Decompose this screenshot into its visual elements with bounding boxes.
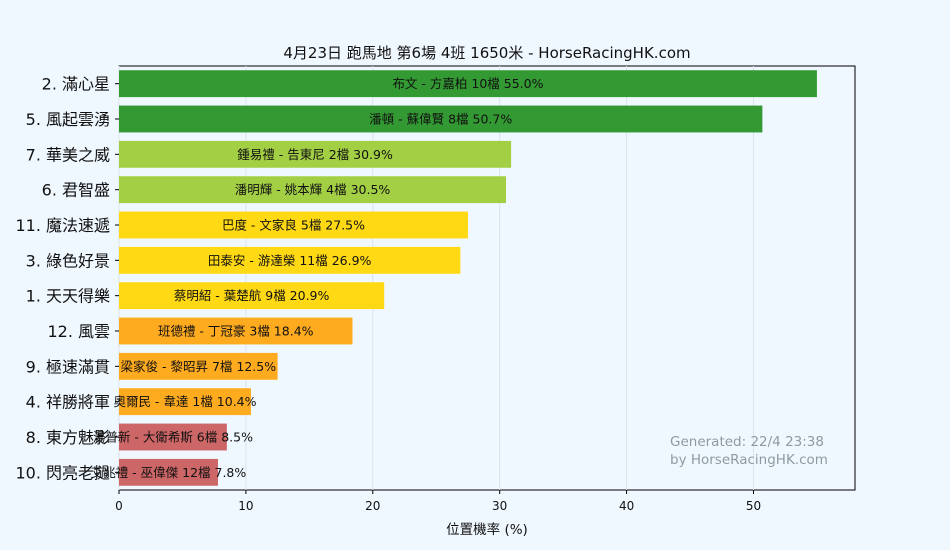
x-tick-label: 0: [115, 499, 123, 513]
bar: [119, 317, 353, 345]
x-tick-label: 50: [746, 499, 761, 513]
bar-data-label: 布文 - 方嘉柏 10檔 55.0%: [392, 76, 543, 91]
horse-label: 12. 風雲: [47, 322, 110, 341]
x-tick-label: 20: [365, 499, 380, 513]
bar-data-label: 艾兆禮 - 巫偉傑 12檔 7.8%: [91, 465, 247, 480]
horse-label: 11. 魔法速遞: [15, 216, 110, 235]
bar: [119, 352, 278, 380]
horse-label: 7. 華美之威: [26, 145, 110, 164]
bar-data-label: 潘明輝 - 姚本輝 4檔 30.5%: [235, 182, 391, 197]
chart-title: 4月23日 跑馬地 第6場 4班 1650米 - HorseRacingHK.c…: [283, 44, 690, 62]
bar: [119, 388, 251, 416]
horse-label: 1. 天天得樂: [26, 287, 110, 306]
bar: [119, 105, 763, 133]
bar: [119, 458, 218, 486]
bars-group: 2. 滿心星 布文 - 方嘉柏 10檔 55.0% 5. 風起雲湧 潘頓 - 蘇偉賢 …: [15, 70, 817, 486]
bar: [119, 282, 385, 310]
bar-data-label: 梁家俊 - 黎昭昇 7檔 12.5%: [121, 359, 277, 374]
plot-area: [118, 65, 856, 491]
horse-label: 4. 祥勝將軍: [26, 393, 110, 412]
bar: [119, 211, 468, 239]
horse-label: 5. 風起雲湧: [26, 110, 110, 129]
bar: [119, 140, 512, 168]
horse-label: 6. 君智盛: [42, 181, 110, 200]
bar-data-label: 巴度 - 文家良 5檔 27.5%: [222, 218, 365, 233]
x-axis: 0 10 20 30 40 50: [115, 490, 761, 513]
bar-data-label: 蔡明紹 - 葉楚航 9檔 20.9%: [174, 288, 330, 303]
generated-note: Generated: 22/4 23:38: [670, 434, 824, 450]
x-tick-label: 40: [619, 499, 634, 513]
bar-data-label: 潘頓 - 蘇偉賢 8檔 50.7%: [369, 112, 512, 127]
bar: [119, 423, 227, 451]
x-axis-label: 位置機率 (%): [446, 521, 528, 538]
bar-data-label: 湯普新 - 大衛希斯 6檔 8.5%: [93, 430, 253, 445]
bar: [119, 70, 817, 98]
bar: [119, 246, 461, 274]
generated-by-note: by HorseRacingHK.com: [670, 452, 828, 468]
x-tick-label: 30: [492, 499, 507, 513]
x-tick-label: 10: [238, 499, 253, 513]
bar-data-label: 田泰安 - 游達榮 11檔 26.9%: [208, 253, 372, 268]
bar: [119, 176, 507, 204]
bar-data-label: 班德禮 - 丁冠豪 3檔 18.4%: [158, 324, 314, 339]
horse-label: 10. 閃亮老撾: [15, 463, 110, 482]
horse-label: 2. 滿心星: [42, 75, 110, 94]
horse-label: 8. 東方魅影: [26, 428, 110, 447]
horse-label: 3. 綠色好景: [26, 251, 110, 270]
horse-label: 9. 極速滿貫: [26, 357, 110, 376]
bar-data-label: 鍾易禮 - 告東尼 2檔 30.9%: [237, 147, 393, 162]
bar-data-label: 奧爾民 - 韋達 1檔 10.4%: [113, 394, 256, 409]
grid-lines: [118, 66, 754, 490]
